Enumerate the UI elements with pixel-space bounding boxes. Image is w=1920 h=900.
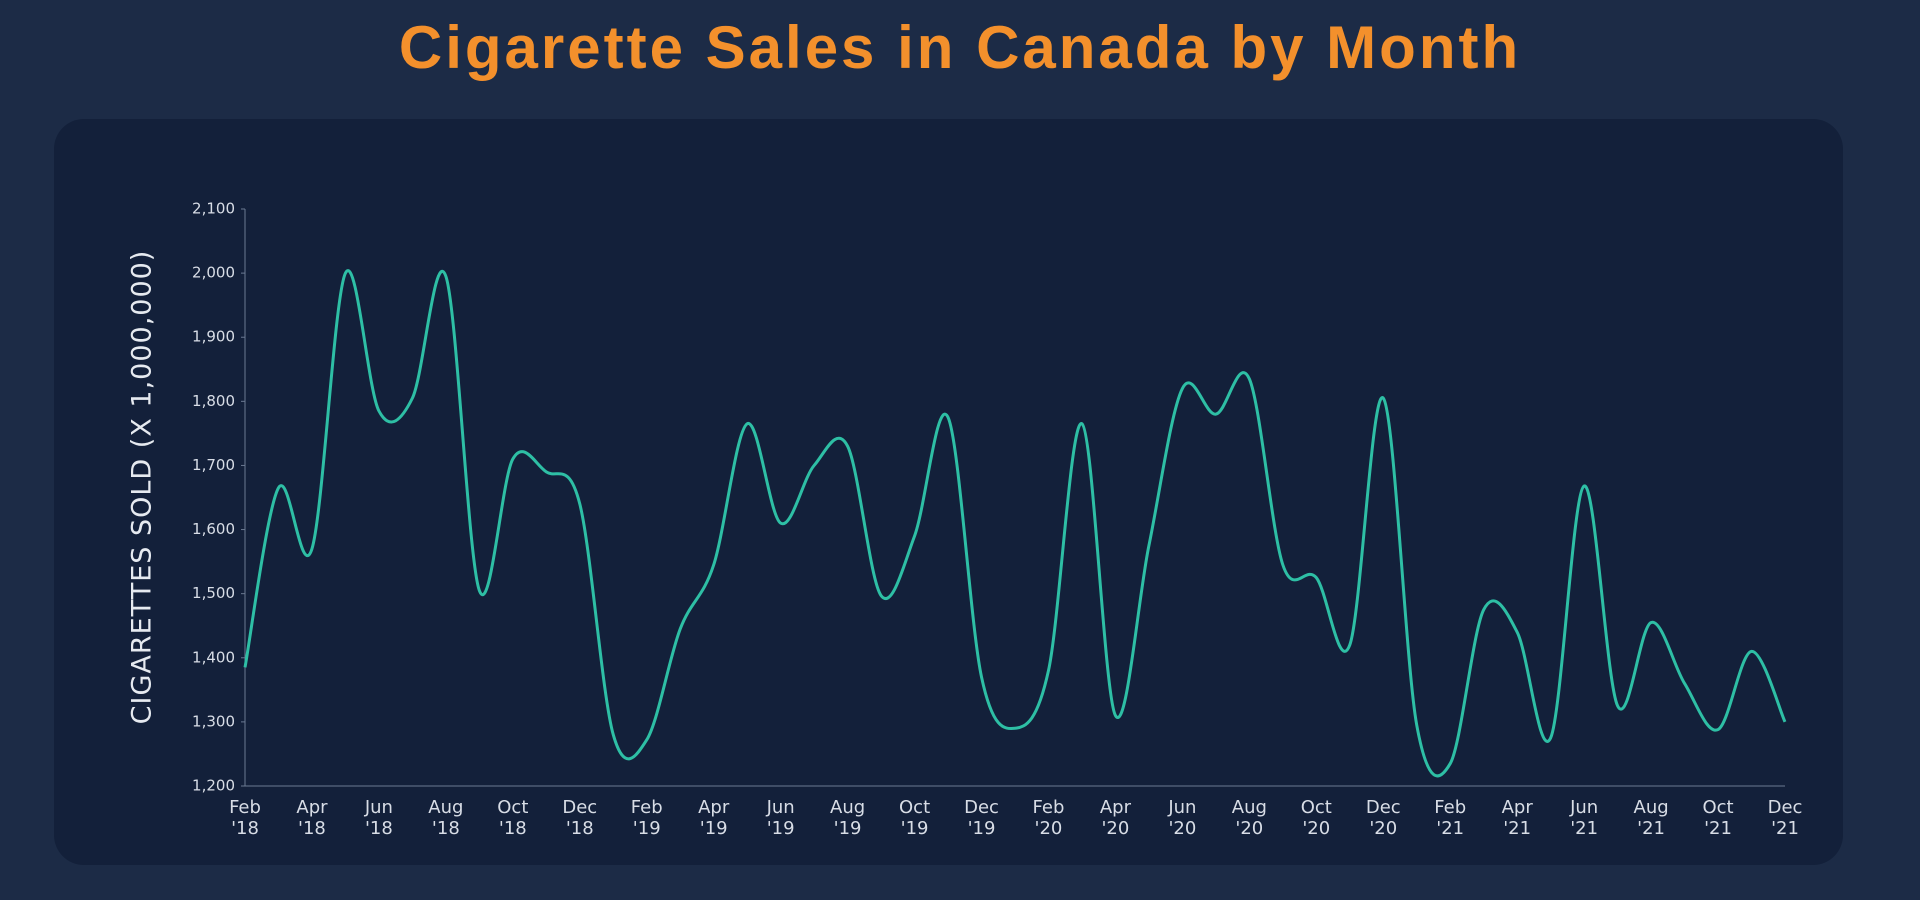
x-tick-label: Feb '21 <box>1434 797 1467 839</box>
y-tick-label: 1,300 <box>192 712 235 730</box>
x-tick-label: Apr '18 <box>296 797 328 839</box>
x-tick-label: Jun '19 <box>766 797 795 839</box>
y-tick-label: 1,200 <box>192 777 235 795</box>
y-tick-label: 2,100 <box>192 200 235 218</box>
x-tick-label: Apr '20 <box>1099 797 1131 839</box>
line <box>243 269 1787 778</box>
x-tick-label: Aug '21 <box>1633 797 1669 839</box>
y-tick-label: 1,500 <box>192 584 235 602</box>
x-tick-label: Dec '20 <box>1365 797 1401 839</box>
y-axis-label: CIGARETTES SOLD (X 1,000,000) <box>127 250 158 725</box>
y-tick-label: 1,600 <box>192 520 235 538</box>
y-tick-label: 2,000 <box>192 264 235 282</box>
x-tick-label: Dec '18 <box>562 797 598 839</box>
x-tick-label: Aug '19 <box>830 797 866 839</box>
y-tick-label: 1,900 <box>192 328 235 346</box>
x-tick-label: Apr '19 <box>698 797 730 839</box>
x-tick-label: Jun '18 <box>364 797 393 839</box>
x-tick-label: Aug '18 <box>428 797 464 839</box>
y-tick-label: 1,700 <box>192 456 235 474</box>
x-tick-label: Oct '18 <box>497 797 529 839</box>
card <box>54 119 1843 865</box>
x-tick-label: Feb '19 <box>630 797 663 839</box>
x-tick-label: Oct '20 <box>1300 797 1332 839</box>
x-tick-label: Feb '18 <box>229 797 261 839</box>
x-tick-label: Dec '21 <box>1767 797 1803 839</box>
x-tick-label: Dec '19 <box>964 797 999 839</box>
x-tick-label: Oct '19 <box>899 797 931 839</box>
chart-title: Cigarette Sales in Canada by Month <box>399 14 1521 81</box>
y-tick-label: 1,800 <box>192 392 235 410</box>
x-tick-label: Feb '20 <box>1032 797 1065 839</box>
x-tick-label: Oct '21 <box>1702 797 1734 839</box>
x-tick-label: Jun '20 <box>1168 797 1197 839</box>
y-tick-label: 1,400 <box>192 648 235 666</box>
x-tick-label: Aug '20 <box>1231 797 1267 839</box>
x-tick-label: Apr '21 <box>1501 797 1533 839</box>
x-tick-label: Jun '21 <box>1570 797 1599 839</box>
